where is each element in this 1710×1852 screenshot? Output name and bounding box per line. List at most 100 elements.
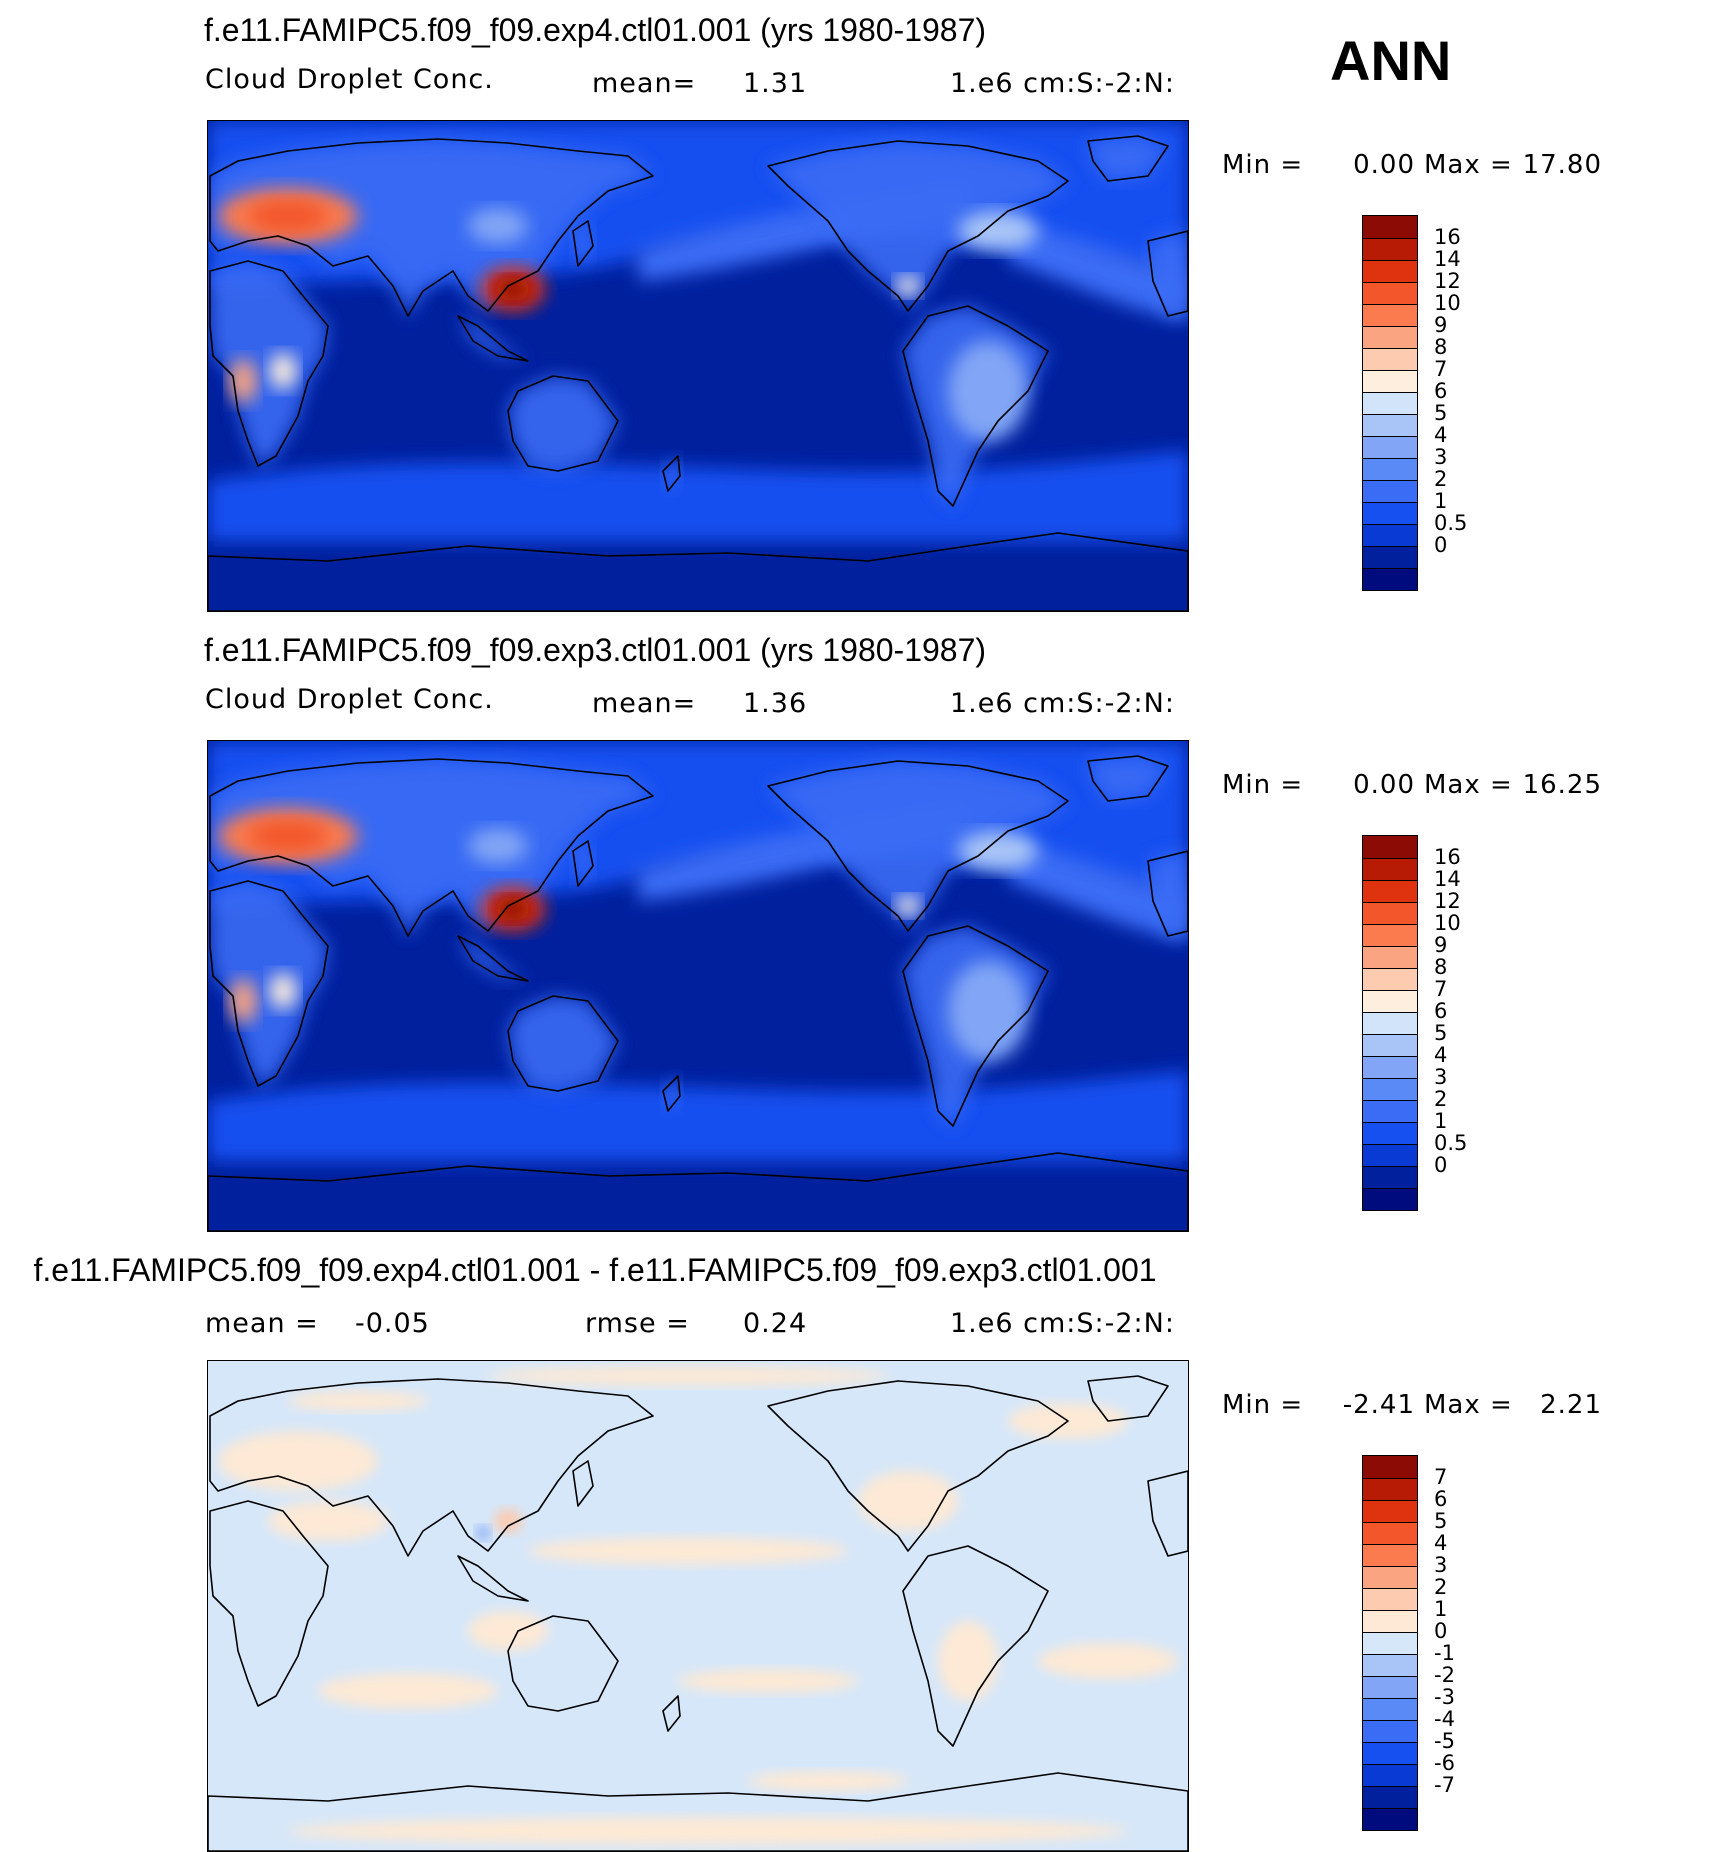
- colorbar-cell: [1363, 990, 1417, 1012]
- positive-anomaly-0: [218, 1431, 378, 1491]
- colorbar-cell: [1363, 1632, 1417, 1654]
- max-value: 17.80: [1522, 150, 1602, 180]
- coastline-africa: [209, 1500, 329, 1707]
- land-field-namerica: [768, 141, 1068, 311]
- season-label: ANN: [1330, 29, 1452, 92]
- colorbar-tick-label: 12: [1434, 889, 1461, 913]
- hotspot-6: [958, 211, 1038, 251]
- atlantic-plume: [1008, 841, 1188, 941]
- colorbar-tick-label: -5: [1434, 1729, 1455, 1753]
- coastline-africa: [209, 880, 329, 1087]
- colorbar-tick-label: -3: [1434, 1685, 1455, 1709]
- hotspot-1: [248, 820, 328, 852]
- coastline-europe_edge: [1147, 230, 1188, 317]
- colorbar-cell: [1363, 1188, 1417, 1210]
- colorbar-tick-label: 10: [1434, 911, 1461, 935]
- land-field-namerica: [768, 761, 1068, 931]
- min-value: 0.00: [1353, 770, 1415, 800]
- colorbar-cell: [1363, 1478, 1417, 1500]
- max-label: Max =: [1424, 770, 1513, 800]
- colorbar-cell: [1363, 1012, 1417, 1034]
- colorbar-tick-label: 12: [1434, 269, 1461, 293]
- coastline-nzealand: [662, 1075, 681, 1112]
- colorbar-tick-label: 6: [1434, 999, 1448, 1023]
- coastline-eurasia: [209, 1378, 654, 1557]
- coastline-eurasia: [209, 758, 654, 937]
- colorbar-tick-label: 4: [1434, 1531, 1448, 1555]
- colorbar-cell: [1363, 1610, 1417, 1632]
- stat1-label: mean=: [592, 68, 697, 99]
- colorbar-tick-label: -2: [1434, 1663, 1455, 1687]
- panel-title: f.e11.FAMIPC5.f09_f09.exp3.ctl01.001 (yr…: [203, 632, 987, 668]
- colorbar-tick-label: 0.5: [1434, 1131, 1468, 1155]
- positive-anomaly-13: [748, 1771, 908, 1791]
- colorbar-cell: [1363, 1522, 1417, 1544]
- positive-anomaly-1: [268, 1501, 388, 1541]
- coastline-japan: [572, 220, 594, 267]
- colorbar-tick-label: 6: [1434, 1487, 1448, 1511]
- land-field-nzealand: [663, 1076, 680, 1111]
- colorbar-cell: [1363, 968, 1417, 990]
- colorbar-cell: [1363, 1566, 1417, 1588]
- positive-anomaly-5: [318, 1673, 498, 1709]
- stat1-label: mean=: [592, 688, 697, 719]
- stat1-value: -0.05: [355, 1308, 430, 1339]
- colorbar-tick-label: 0.5: [1434, 511, 1468, 535]
- map-svg: [208, 741, 1188, 1231]
- colorbar: [1362, 835, 1418, 1211]
- coastline-seasia: [457, 315, 529, 362]
- hotspot-8: [896, 276, 920, 296]
- land-field-australia: [508, 996, 618, 1091]
- panel-title: f.e11.FAMIPC5.f09_f09.exp4.ctl01.001 - f…: [33, 1252, 1157, 1288]
- colorbar-tick-label: 14: [1434, 247, 1461, 271]
- land-field-greenland: [1088, 136, 1168, 181]
- colorbar-cell: [1363, 326, 1417, 348]
- land-field-europe_edge: [1148, 231, 1188, 316]
- min-label: Min =: [1222, 150, 1304, 180]
- hotspot-1: [248, 200, 328, 232]
- colorbar-cell: [1363, 902, 1417, 924]
- coastline-europe_edge: [1147, 850, 1188, 937]
- coastline-nzealand: [662, 1695, 681, 1732]
- colorbar-tick-label: 5: [1434, 1021, 1448, 1045]
- units-label: 1.e6 cm:S:-2:N:: [950, 68, 1175, 99]
- colorbar-tick-label: 8: [1434, 955, 1448, 979]
- coastline-group: [208, 1375, 1188, 1851]
- colorbar-cell: [1363, 1144, 1417, 1166]
- colorbar-tick-label: 1: [1434, 1597, 1448, 1621]
- colorbar-cell: [1363, 392, 1417, 414]
- colorbar-cell: [1363, 836, 1417, 858]
- colorbar-tick-label: -7: [1434, 1773, 1455, 1797]
- colorbar-tick-label: 4: [1434, 423, 1448, 447]
- colorbar-tick-label: 2: [1434, 467, 1448, 491]
- colorbar-tick-label: 6: [1434, 379, 1448, 403]
- coastline-namerica: [767, 140, 1069, 312]
- max-value: 16.25: [1522, 770, 1602, 800]
- coastline-samerica: [902, 1545, 1049, 1747]
- colorbar-cell: [1363, 1544, 1417, 1566]
- panel-title: f.e11.FAMIPC5.f09_f09.exp4.ctl01.001 (yr…: [203, 12, 987, 48]
- colorbar-cell: [1363, 946, 1417, 968]
- coastline-antarctica: [208, 1772, 1188, 1851]
- max-label: Max =: [1424, 1390, 1513, 1420]
- colorbar-tick-label: -4: [1434, 1707, 1455, 1731]
- map-panel: [207, 740, 1189, 1232]
- coastline-antarctica: [208, 532, 1188, 611]
- stat1-label: mean =: [205, 1308, 319, 1339]
- colorbar-tick-label: 1: [1434, 489, 1448, 513]
- colorbar-cell: [1363, 1808, 1417, 1830]
- colorbar-tick-label: 7: [1434, 977, 1448, 1001]
- colorbar-tick-label: 0: [1434, 1153, 1448, 1177]
- positive-anomaly-10: [488, 1366, 888, 1386]
- land-field-japan: [573, 841, 593, 886]
- colorbar-tick-label: 8: [1434, 335, 1448, 359]
- coastline-australia: [507, 995, 619, 1092]
- colorbar-cell: [1363, 1166, 1417, 1188]
- map-panel: [207, 1360, 1189, 1852]
- coastline-group: [208, 135, 1188, 611]
- colorbar-cell: [1363, 458, 1417, 480]
- coastline-europe_edge: [1147, 1470, 1188, 1557]
- colorbar-cell: [1363, 1122, 1417, 1144]
- colorbar-cell: [1363, 1456, 1417, 1478]
- colorbar-cell: [1363, 1764, 1417, 1786]
